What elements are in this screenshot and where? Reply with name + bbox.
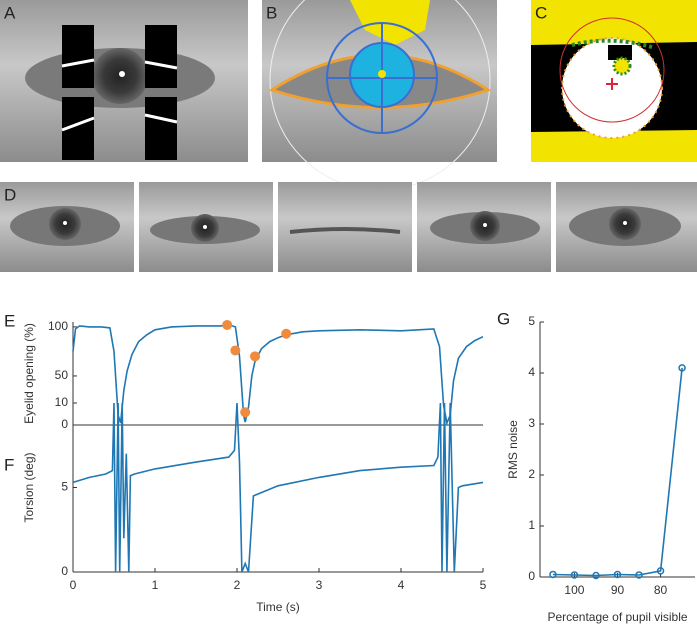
y-axis-label: Eyelid opening (%) xyxy=(22,323,36,424)
y-tick-label: 50 xyxy=(55,368,69,382)
x-tick-label: 4 xyxy=(398,578,405,592)
x-tick-label: 100 xyxy=(564,583,584,597)
x-tick-label: 1 xyxy=(152,578,159,592)
panel-label: A xyxy=(4,3,16,22)
y-tick-label: 0 xyxy=(528,569,535,583)
x-tick-label: 3 xyxy=(316,578,323,592)
y-tick-label: 100 xyxy=(48,319,68,333)
panel-a-image xyxy=(0,0,248,162)
point xyxy=(549,570,557,579)
x-tick-label: 90 xyxy=(611,583,625,597)
panel-label: D xyxy=(4,185,16,204)
y-tick-label: 4 xyxy=(528,365,535,379)
y-tick-label: 1 xyxy=(528,518,535,532)
series-line xyxy=(72,324,484,426)
y-tick-label: 0 xyxy=(61,417,68,431)
x-tick-label: 80 xyxy=(654,583,668,597)
series-line xyxy=(552,367,683,577)
x-tick-label: 5 xyxy=(480,578,487,592)
x-axis-label: Time (s) xyxy=(256,600,300,614)
y-axis-label: Torsion (deg) xyxy=(22,452,36,522)
point xyxy=(570,571,579,579)
panel-c-image xyxy=(531,0,697,162)
y-tick-label: 5 xyxy=(528,314,535,328)
panel-b-image xyxy=(262,0,497,191)
point xyxy=(678,364,686,372)
point xyxy=(635,571,643,579)
panel-label: B xyxy=(266,3,277,22)
series-line xyxy=(72,402,484,573)
y-tick-label: 2 xyxy=(528,467,535,481)
panel-label: C xyxy=(535,3,547,22)
point xyxy=(613,570,622,579)
y-tick-label: 5 xyxy=(61,480,68,494)
x-tick-label: 2 xyxy=(234,578,241,592)
y-axis-label: RMS noise xyxy=(506,420,520,479)
marker xyxy=(240,407,251,418)
y-tick-label: 3 xyxy=(528,416,535,430)
y-tick-label: 10 xyxy=(55,395,69,409)
x-axis-label: Percentage of pupil visible xyxy=(547,610,687,624)
marker xyxy=(250,351,261,362)
panel-label: G xyxy=(497,309,510,328)
panel-label: F xyxy=(4,455,14,474)
marker xyxy=(230,345,241,356)
point xyxy=(656,567,665,575)
y-tick-label: 0 xyxy=(61,564,68,578)
marker xyxy=(222,319,233,330)
x-tick-label: 0 xyxy=(70,578,77,592)
panel-label: E xyxy=(4,311,15,330)
marker xyxy=(281,328,292,339)
panel-d-images xyxy=(0,182,697,272)
point xyxy=(592,571,600,580)
